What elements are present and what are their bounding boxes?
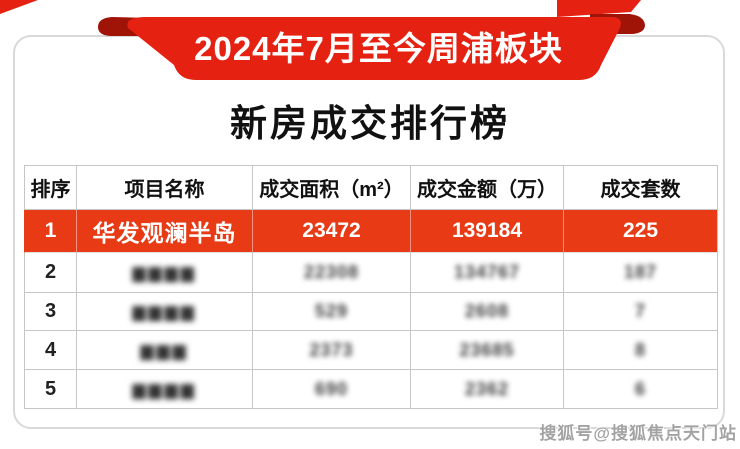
amount-cell: 2608	[411, 293, 564, 331]
area-cell: 2373	[253, 331, 411, 370]
redacted-units: 7	[634, 301, 646, 321]
table-header-row: 排序 项目名称 成交面积（m²） 成交金额（万） 成交套数	[24, 165, 718, 210]
watermark: 搜狐号@搜狐焦点天门站	[539, 424, 737, 443]
redacted-units: 6	[634, 378, 646, 399]
amount-cell: 139184	[411, 210, 564, 253]
table-row-4: 4 ▆▆▆ 2373 23685 8	[24, 331, 718, 370]
area-cell: 22308	[253, 253, 411, 293]
banner-title: 2024年7月至今周浦板块	[194, 30, 563, 67]
area-cell: 23472	[253, 210, 411, 253]
rank-cell: 3	[24, 293, 77, 331]
redacted-area: 2373	[309, 339, 354, 360]
table-body: 1 华发观澜半岛 23472 139184 225 2 ▆▆▆▆ 22308 1…	[24, 210, 718, 409]
project-name-cell: ▆▆▆	[77, 331, 253, 370]
header-amount: 成交金额（万）	[411, 165, 564, 210]
redacted-amount: 23685	[459, 339, 515, 360]
units-cell: 225	[564, 210, 718, 253]
redacted-area: 690	[314, 378, 349, 399]
area-cell: 690	[253, 370, 411, 409]
rank-cell: 4	[24, 331, 77, 370]
ribbon-tail-right	[557, 0, 641, 17]
header-rank: 排序	[24, 165, 77, 210]
ribbon-banner-graphic	[0, 0, 645, 80]
table-row-2: 2 ▆▆▆▆ 22308 134767 187	[24, 253, 718, 293]
redacted-amount: 2608	[464, 301, 510, 321]
redacted-name: ▆▆▆	[140, 340, 189, 360]
ribbon-tail-left	[0, 0, 38, 14]
amount-cell: 134767	[411, 253, 564, 293]
table-row-3: 3 ▆▆▆▆ 529 2608 7	[24, 293, 718, 331]
rank-cell: 5	[24, 370, 77, 409]
redacted-name: ▆▆▆▆	[132, 263, 197, 282]
amount-cell: 23685	[411, 331, 564, 370]
redacted-name: ▆▆▆▆	[132, 379, 197, 399]
header-area: 成交面积（m²）	[253, 165, 411, 210]
table-row-1: 1 华发观澜半岛 23472 139184 225	[24, 210, 718, 253]
redacted-area: 22308	[303, 262, 360, 282]
redacted-name: ▆▆▆▆	[132, 302, 197, 321]
redacted-area: 529	[314, 301, 349, 321]
rank-cell: 2	[24, 253, 77, 293]
units-cell: 7	[564, 293, 718, 331]
area-cell: 529	[253, 293, 411, 331]
redacted-amount: 134767	[453, 262, 521, 282]
units-cell: 6	[564, 370, 718, 409]
project-name-cell: 华发观澜半岛	[77, 210, 253, 253]
header-name: 项目名称	[77, 165, 253, 210]
page-title: 新房成交排行榜	[230, 103, 510, 144]
units-cell: 187	[564, 253, 718, 293]
project-name-cell: ▆▆▆▆	[77, 253, 253, 293]
header-units: 成交套数	[564, 165, 718, 210]
amount-cell: 2362	[411, 370, 564, 409]
ribbon-body	[127, 17, 621, 80]
rank-cell: 1	[24, 210, 77, 253]
units-cell: 8	[564, 331, 718, 370]
ranking-table: 排序 项目名称 成交面积（m²） 成交金额（万） 成交套数 1 华发观澜半岛 2…	[24, 165, 718, 409]
redacted-amount: 2362	[464, 378, 510, 399]
project-name-cell: ▆▆▆▆	[77, 293, 253, 331]
redacted-units: 8	[634, 339, 646, 360]
project-name-cell: ▆▆▆▆	[77, 370, 253, 409]
redacted-units: 187	[623, 262, 658, 282]
table-row-5: 5 ▆▆▆▆ 690 2362 6	[24, 370, 718, 409]
table-header: 排序 项目名称 成交面积（m²） 成交金额（万） 成交套数	[24, 165, 718, 210]
